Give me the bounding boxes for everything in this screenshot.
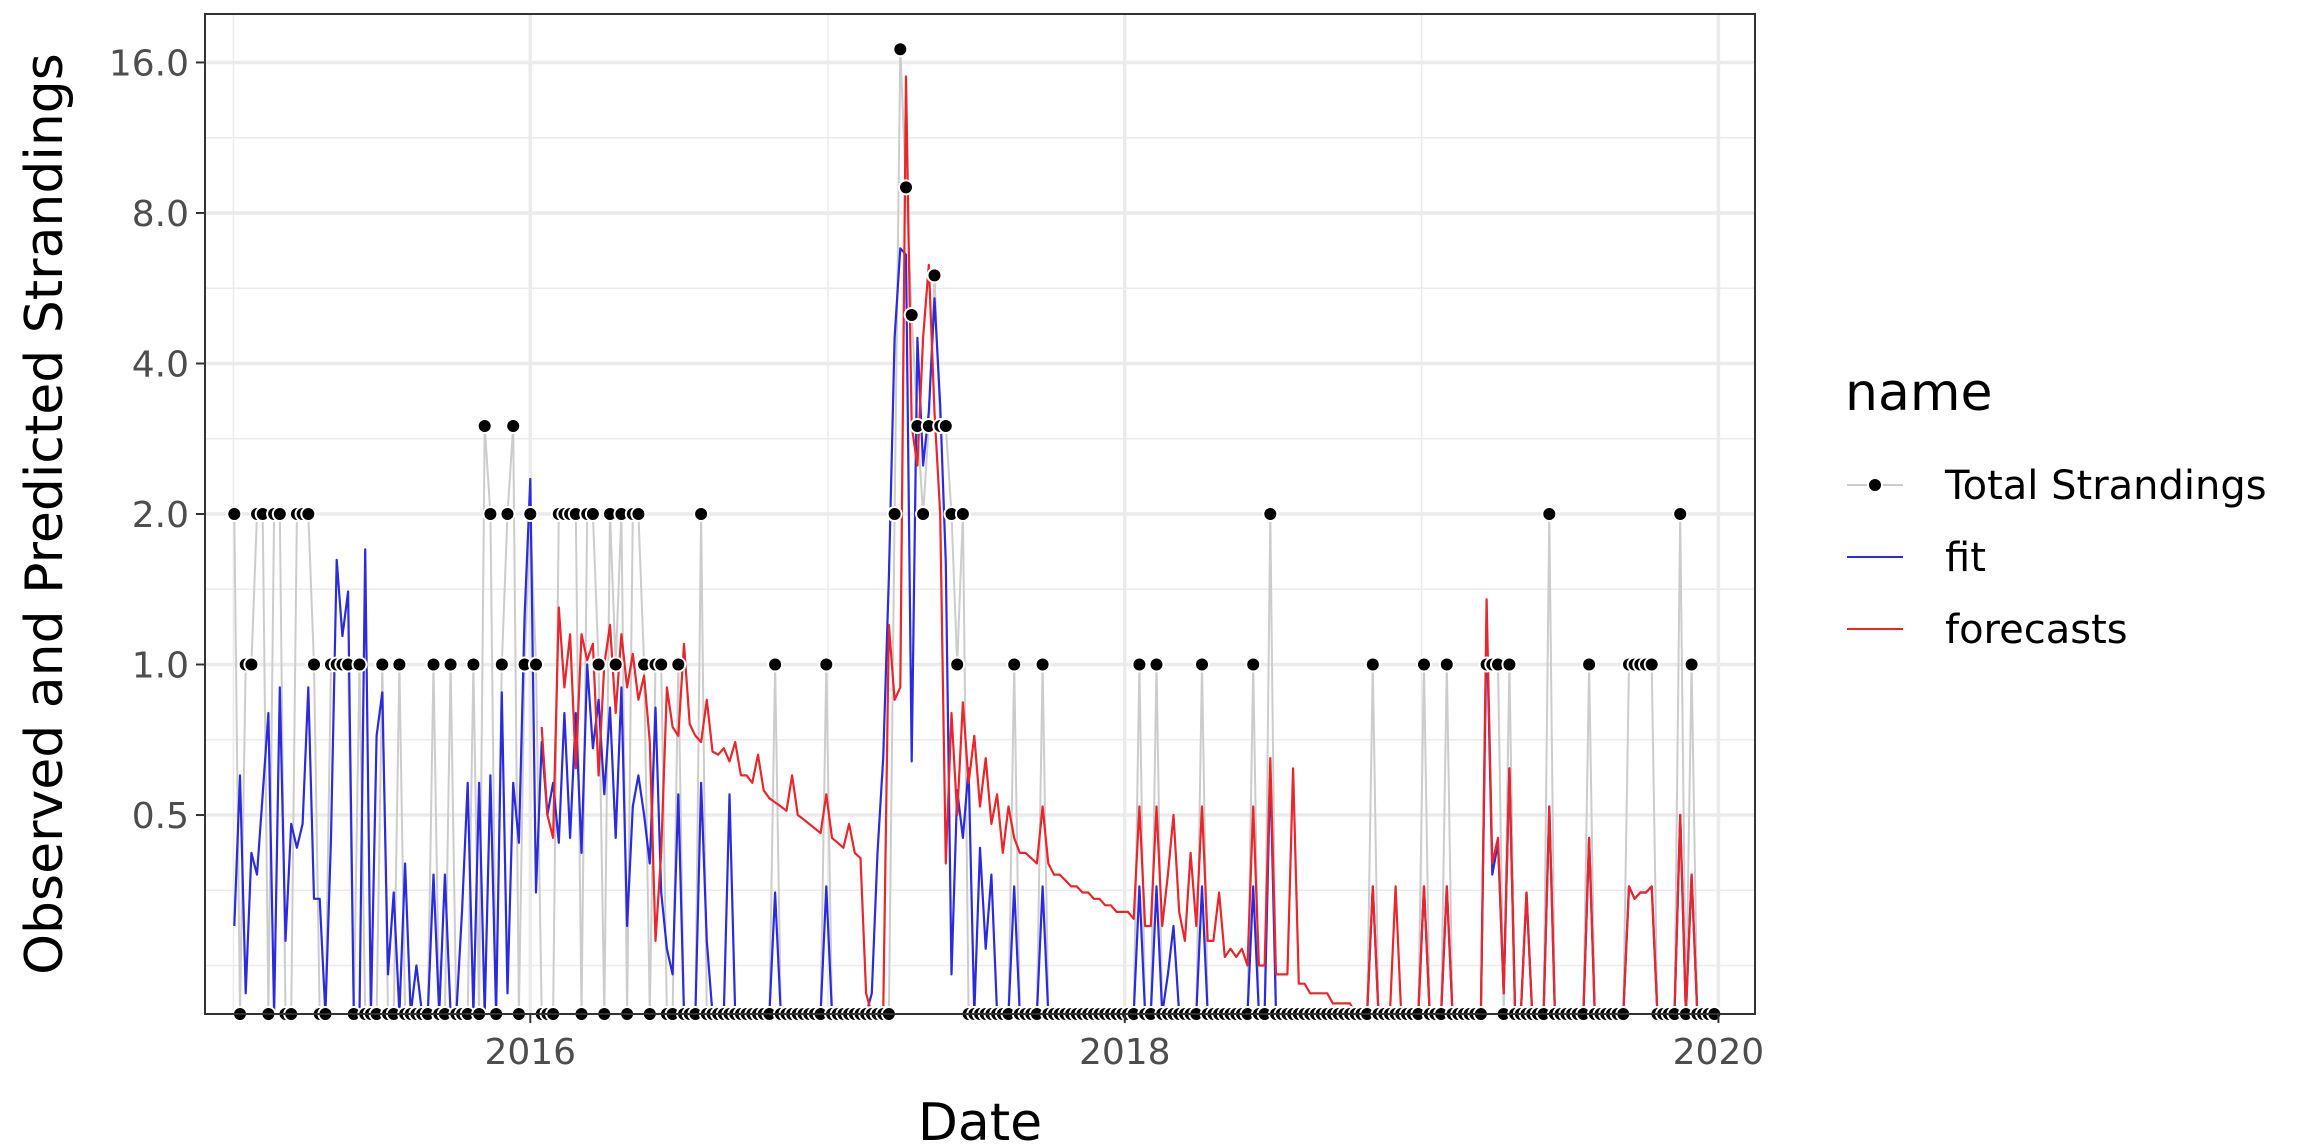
observed-point [1364,656,1381,673]
observed-point [306,656,322,673]
observed-point [442,656,459,673]
observed-point [271,506,288,522]
y-tick-label: 0.5 [132,796,189,837]
observed-point [607,656,624,673]
observed-point [1006,656,1023,673]
y-tick-label: 2.0 [132,495,189,536]
observed-point [892,41,909,58]
observed-point [886,506,903,522]
forecasts-line [540,75,1715,1016]
observed-point [505,418,522,434]
forecasts-series [540,75,1715,1016]
observed-point [937,418,954,434]
observed-point [391,656,408,673]
legend-title: name [1845,363,1992,423]
legend-key-total-strandings-point [1867,477,1883,493]
observed-point [926,267,943,284]
observed-point [1131,656,1148,673]
y-axis-title: Observed and Predicted Strandings [15,53,75,975]
legend-item-forecasts: forecasts [1847,607,2128,653]
y-tick-label: 4.0 [132,344,189,385]
legend-item-fit: fit [1847,535,1986,581]
observed-point [482,506,499,522]
observed-point [1438,656,1455,673]
axis-tick-labels: 0.5 1.0 2.0 4.0 8.0 16.0 2016 2018 2020 [109,43,1764,1073]
observed-point [425,656,442,673]
observed-point [903,307,920,323]
observed-point [300,506,317,522]
observed-point [670,656,687,673]
observed-point [1683,656,1700,673]
observed-point [590,656,607,673]
y-tick-label: 8.0 [132,194,189,235]
y-tick-label: 16.0 [109,43,189,84]
legend: name Total Strandings fit forecasts [1845,363,2267,653]
legend-label-total-strandings: Total Strandings [1944,463,2267,509]
y-tick-label: 1.0 [132,646,189,687]
x-tick-label: 2018 [1079,1032,1171,1073]
observed-point [1643,656,1660,673]
observed-point [1148,656,1165,673]
observed-point [1581,656,1598,673]
x-tick-label: 2016 [484,1032,576,1073]
observed-point [1262,506,1279,522]
observed-point [915,506,932,522]
observed-point [693,506,710,522]
observed-series-points [226,41,1723,1022]
observed-point [1245,656,1262,673]
axis-ticks [196,61,1720,1023]
observed-point [630,506,647,522]
observed-point [226,506,243,522]
observed-point [653,656,670,673]
observed-point [499,506,516,522]
legend-label-fit: fit [1945,535,1986,581]
observed-point [818,656,835,673]
observed-point [465,656,482,673]
observed-point [1672,506,1689,522]
legend-label-forecasts: forecasts [1945,607,2128,653]
observed-point [493,656,510,673]
observed-point [584,506,601,522]
x-tick-label: 2020 [1673,1032,1765,1073]
observed-point [1416,656,1432,673]
observed-point [1034,656,1051,673]
observed-point [374,656,391,673]
observed-point [954,506,971,522]
observed-point [767,656,784,673]
legend-item-total-strandings: Total Strandings [1847,463,2267,509]
x-axis-title: Date [918,1093,1042,1144]
observed-point [476,418,493,434]
observed-point [898,179,914,196]
observed-point [1541,506,1558,522]
observed-point [522,506,539,522]
observed-point [528,656,544,673]
observed-point [243,656,260,673]
observed-point [1194,656,1210,673]
observed-point [1501,656,1518,673]
observed-point [351,656,368,673]
observed-point [949,656,966,673]
